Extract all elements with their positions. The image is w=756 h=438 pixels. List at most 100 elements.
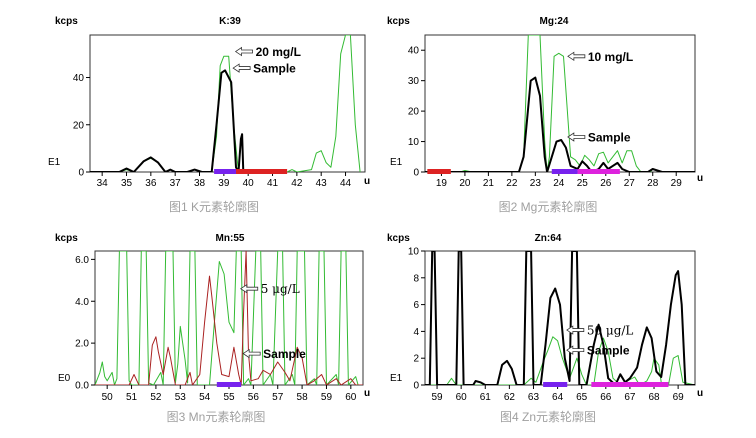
chart-panel-k39: kcps K:39 E1 u 图1 K元素轮廓图 0 20 40 34 35 36 37 38… xyxy=(48,16,370,214)
series-line-5-g-l xyxy=(95,251,363,385)
chart-title: Zn:64 xyxy=(535,233,562,244)
chart-title: Mn:55 xyxy=(216,233,245,244)
figure-caption: 图1 K元素轮廓图 xyxy=(169,199,259,214)
series-group xyxy=(90,35,361,172)
y-tick-label: 8 xyxy=(413,273,419,284)
annotation-arrow xyxy=(242,348,261,359)
x-unit-label: u xyxy=(364,176,370,187)
annotation-arrow xyxy=(234,46,253,57)
annotation-label: 20 mg/L xyxy=(256,45,301,59)
y-unit-label: kcps xyxy=(387,16,410,27)
range-band xyxy=(543,382,568,387)
x-tick-label: 51 xyxy=(126,392,138,403)
y-tick-label: 6 xyxy=(413,300,419,311)
y-tick-label: 6.0 xyxy=(75,255,89,266)
x-tick-label: 55 xyxy=(223,392,235,403)
x-unit-label: u xyxy=(364,388,370,399)
x-tick-label: 56 xyxy=(248,392,260,403)
x-tick-label: 23 xyxy=(530,178,542,189)
y-tick-label: 40 xyxy=(408,46,420,57)
x-unit-label: u xyxy=(697,388,703,399)
annotation-label: 5 μg/L xyxy=(261,282,300,296)
x-tick-label: 60 xyxy=(456,392,468,403)
chart-title: K:39 xyxy=(219,16,241,27)
chart-panel-mn55: kcps Mn:55 E0 u 图3 Mn元素轮廓图 0.0 2.0 4.0 6.0 5… xyxy=(55,233,370,424)
figure-caption: 图4 Zn元素轮廓图 xyxy=(500,409,596,424)
y-scale-label: E1 xyxy=(48,157,61,168)
figure-caption: 图2 Mg元素轮廓图 xyxy=(499,199,598,214)
x-tick-label: 58 xyxy=(297,392,309,403)
annotation-label: Sample xyxy=(253,62,296,76)
y-tick-label: 30 xyxy=(408,76,420,87)
y-tick-label: 0 xyxy=(78,168,84,179)
x-tick-label: 36 xyxy=(145,178,157,189)
x-tick-label: 61 xyxy=(480,392,492,403)
y-unit-label: kcps xyxy=(55,16,78,27)
x-tick-label: 69 xyxy=(673,392,685,403)
y-tick-label: 2.0 xyxy=(75,339,89,350)
range-band xyxy=(236,169,288,174)
series-line-sample xyxy=(425,251,695,385)
x-tick-label: 41 xyxy=(267,178,279,189)
annotation-arrow xyxy=(240,283,259,294)
x-tick-label: 27 xyxy=(624,178,636,189)
y-tick-label: 0.0 xyxy=(75,381,89,392)
annotation-arrow xyxy=(566,325,585,335)
series-group xyxy=(425,35,695,172)
x-tick-label: 65 xyxy=(576,392,588,403)
x-tick-label: 63 xyxy=(528,392,540,403)
annotation-label: Sample xyxy=(588,130,631,144)
annotation-arrow xyxy=(567,132,586,142)
y-scale-label: E0 xyxy=(58,373,71,384)
y-tick-label: 10 xyxy=(408,137,420,148)
x-tick-label: 52 xyxy=(150,392,162,403)
x-tick-label: 43 xyxy=(316,178,328,189)
annotation-label: Sample xyxy=(587,344,630,358)
range-band xyxy=(591,382,669,387)
annotation-arrow xyxy=(566,345,585,355)
x-tick-label: 19 xyxy=(436,178,448,189)
y-unit-label: kcps xyxy=(387,233,410,244)
y-tick-label: 10 xyxy=(408,247,420,258)
x-tick-label: 53 xyxy=(175,392,187,403)
chart-panel-mg24: kcps Mg:24 E1 u 图2 Mg元素轮廓图 0 10 20 30 40 19 20… xyxy=(387,16,703,214)
x-tick-label: 26 xyxy=(600,178,612,189)
plot-frame xyxy=(89,34,366,173)
chart-title: Mg:24 xyxy=(540,16,569,27)
y-tick-label: 20 xyxy=(408,107,420,118)
x-tick-label: 59 xyxy=(431,392,443,403)
series-line-sample xyxy=(90,69,245,172)
range-band xyxy=(427,169,451,174)
x-tick-label: 20 xyxy=(459,178,471,189)
x-unit-label: u xyxy=(697,173,703,184)
annotation-arrow xyxy=(567,51,586,62)
x-tick-label: 50 xyxy=(102,392,114,403)
y-unit-label: kcps xyxy=(55,233,78,244)
x-tick-label: 37 xyxy=(170,178,182,189)
y-scale-label: E1 xyxy=(390,373,403,384)
x-tick-label: 25 xyxy=(577,178,589,189)
x-tick-label: 40 xyxy=(243,178,255,189)
x-tick-label: 44 xyxy=(340,178,352,189)
range-band xyxy=(214,169,237,174)
annotation-label: Sample xyxy=(263,347,306,361)
x-tick-label: 29 xyxy=(671,178,683,189)
y-scale-label: E1 xyxy=(390,157,403,168)
figure-caption: 图3 Mn元素轮廓图 xyxy=(167,409,266,424)
y-tick-label: 0 xyxy=(413,168,419,179)
x-tick-label: 42 xyxy=(291,178,303,189)
x-tick-label: 21 xyxy=(483,178,495,189)
series-line-sample xyxy=(95,251,363,385)
annotation-label: 50 μg/L xyxy=(587,324,634,338)
x-tick-label: 35 xyxy=(121,178,133,189)
x-tick-label: 28 xyxy=(647,178,659,189)
series-line-50-g-l xyxy=(425,336,695,385)
x-tick-label: 24 xyxy=(553,178,565,189)
range-band xyxy=(577,169,620,174)
x-tick-label: 67 xyxy=(624,392,636,403)
annotation-label: 10 mg/L xyxy=(588,50,633,64)
x-tick-label: 57 xyxy=(272,392,284,403)
series-group xyxy=(425,251,695,385)
